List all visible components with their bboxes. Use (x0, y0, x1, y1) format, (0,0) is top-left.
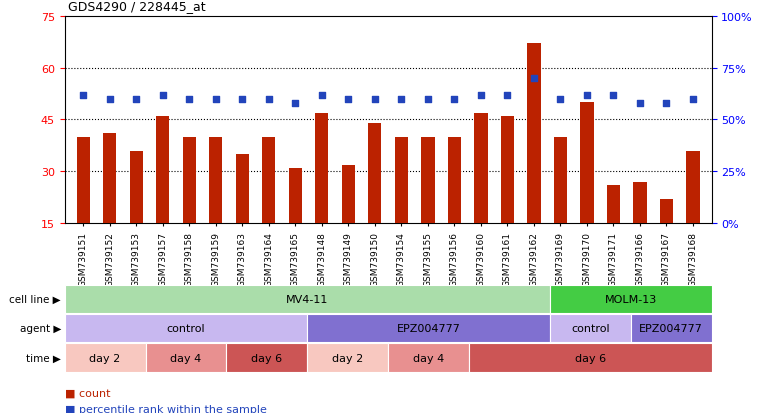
Point (528, 76, 540, 82)
Bar (65, 285, 550, 313)
Point (103, 96, 116, 103)
Text: MOLM-13: MOLM-13 (604, 294, 657, 304)
Text: GDS4290 / 228445_at: GDS4290 / 228445_at (68, 0, 206, 13)
Bar (263, 138, 275, 224)
Point (634, 100, 646, 107)
Bar (156, 117, 170, 224)
Point (236, 96, 248, 103)
Point (661, 100, 673, 107)
Point (210, 96, 222, 103)
Text: MV4-11: MV4-11 (286, 294, 329, 304)
Text: ■ count: ■ count (65, 387, 110, 397)
Point (77, 92, 89, 99)
Point (607, 92, 619, 99)
Text: EPZ004777: EPZ004777 (639, 323, 703, 333)
Bar (145, 344, 227, 372)
Bar (550, 285, 712, 313)
Text: control: control (571, 323, 610, 333)
Bar (288, 169, 302, 224)
Text: EPZ004777: EPZ004777 (396, 323, 460, 333)
Bar (631, 314, 712, 342)
Bar (395, 138, 408, 224)
Bar (501, 117, 514, 224)
Bar (469, 344, 712, 372)
Bar (65, 344, 145, 372)
Text: control: control (167, 323, 205, 333)
Point (448, 96, 460, 103)
Bar (607, 186, 620, 224)
Bar (227, 344, 307, 372)
Bar (65, 314, 307, 342)
Bar (633, 183, 647, 224)
Bar (581, 103, 594, 224)
Bar (183, 138, 196, 224)
Text: day 4: day 4 (413, 353, 444, 363)
Bar (307, 314, 550, 342)
Point (157, 92, 169, 99)
Text: day 2: day 2 (90, 353, 121, 363)
Bar (388, 344, 469, 372)
Bar (660, 199, 673, 224)
Bar (342, 165, 355, 224)
Text: day 4: day 4 (170, 353, 202, 363)
Point (183, 96, 196, 103)
Bar (103, 134, 116, 224)
Text: time ▶: time ▶ (26, 353, 61, 363)
Bar (527, 44, 540, 224)
Bar (422, 138, 435, 224)
Bar (209, 138, 222, 224)
Point (316, 92, 328, 99)
Bar (315, 113, 329, 224)
Point (263, 96, 275, 103)
Text: cell line ▶: cell line ▶ (9, 294, 61, 304)
Point (501, 92, 514, 99)
Bar (447, 138, 461, 224)
Bar (236, 155, 249, 224)
Bar (129, 151, 143, 224)
Bar (686, 151, 699, 224)
Point (554, 96, 566, 103)
Point (581, 92, 593, 99)
Point (422, 96, 434, 103)
Point (475, 92, 487, 99)
Point (130, 96, 142, 103)
Bar (77, 138, 90, 224)
Text: ■ percentile rank within the sample: ■ percentile rank within the sample (65, 404, 266, 413)
Point (395, 96, 407, 103)
Point (369, 96, 381, 103)
Bar (474, 113, 488, 224)
Text: day 6: day 6 (251, 353, 282, 363)
Bar (307, 344, 388, 372)
Point (687, 96, 699, 103)
Text: day 2: day 2 (332, 353, 363, 363)
Text: day 6: day 6 (575, 353, 606, 363)
Bar (550, 314, 631, 342)
Point (289, 100, 301, 107)
Bar (368, 123, 381, 224)
Point (342, 96, 355, 103)
Bar (554, 138, 567, 224)
Text: agent ▶: agent ▶ (20, 323, 61, 333)
